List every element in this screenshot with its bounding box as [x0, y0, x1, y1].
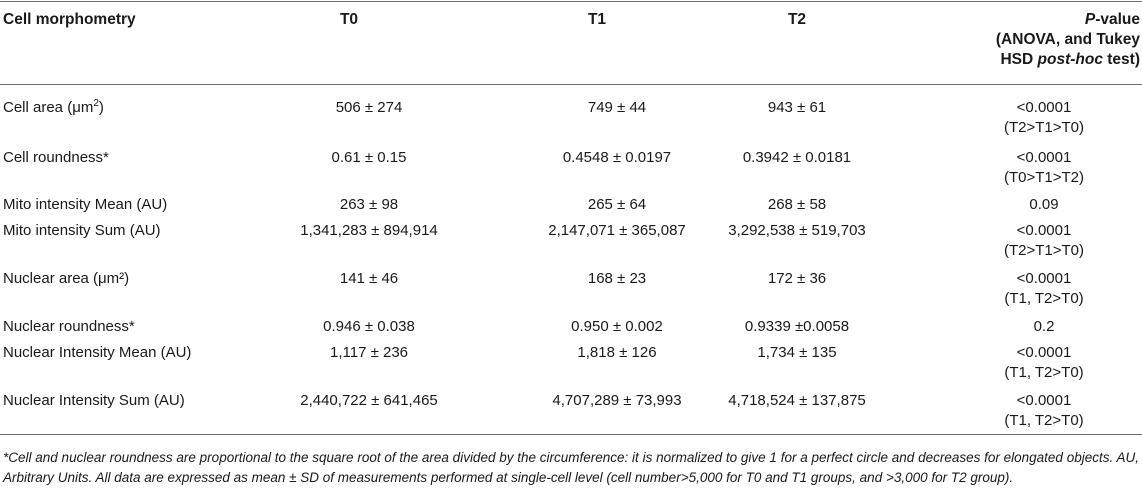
- cell-t2: 1,734 ± 135: [757, 344, 837, 361]
- cell-t1: 168 ± 23: [587, 270, 647, 287]
- cell-t2: 4,718,524 ± 137,875: [728, 392, 866, 409]
- cell-pvalue: <0.0001 (T2>T1>T0): [1003, 99, 1085, 136]
- row-label: Nuclear roundness*: [3, 318, 135, 335]
- cell-t1: 0.4548 ± 0.0197: [562, 149, 672, 166]
- header-cell-morphometry: Cell morphometry: [3, 11, 136, 28]
- cell-pvalue: 0.09: [1029, 196, 1059, 213]
- cell-t2: 0.9339 ±0.0058: [744, 318, 850, 335]
- table-footnote: *Cell and nuclear roundness are proporti…: [3, 450, 1139, 485]
- cell-t1: 1,818 ± 126: [577, 344, 657, 361]
- header-pvalue-line3: HSD post-hoc test): [1000, 51, 1140, 68]
- cell-t1: 265 ± 64: [587, 196, 647, 213]
- header-pvalue-line1: P-value: [1084, 11, 1140, 28]
- header-pvalue-line2: (ANOVA, and Tukey: [995, 31, 1140, 48]
- cell-pvalue: 0.2: [1033, 318, 1055, 335]
- cell-t2: 3,292,538 ± 519,703: [728, 222, 866, 239]
- cell-pvalue: <0.0001 (T0>T1>T2): [1003, 149, 1085, 186]
- cell-t2: 0.3942 ± 0.0181: [742, 149, 852, 166]
- header-t0: T0: [339, 11, 359, 28]
- row-label: Nuclear Intensity Sum (AU): [3, 392, 185, 409]
- cell-pvalue: <0.0001 (T1, T2>T0): [1004, 270, 1084, 307]
- cell-t0: 1,117 ± 236: [329, 344, 409, 361]
- cell-t0: 0.61 ± 0.15: [331, 149, 407, 166]
- row-label: Mito intensity Mean (AU): [3, 196, 168, 213]
- cell-t1: 2,147,071 ± 365,087: [548, 222, 686, 239]
- row-label: Nuclear Intensity Mean (AU): [3, 344, 192, 361]
- table-bottom-rule: [0, 434, 1142, 435]
- cell-t0: 0.946 ± 0.038: [323, 318, 415, 335]
- cell-t0: 1,341,283 ± 894,914: [300, 222, 438, 239]
- header-pvalue: P-value (ANOVA, and Tukey HSD post-hoc t…: [930, 10, 1140, 70]
- row-label: Mito intensity Sum (AU): [3, 222, 161, 239]
- header-t1: T1: [587, 11, 607, 28]
- cell-pvalue: <0.0001 (T1, T2>T0): [1004, 344, 1084, 381]
- cell-t1: 0.950 ± 0.002: [571, 318, 663, 335]
- header-t2: T2: [787, 11, 807, 28]
- cell-pvalue: <0.0001 (T2>T1>T0): [1003, 222, 1085, 259]
- cell-t2: 943 ± 61: [767, 99, 827, 116]
- cell-t0: 263 ± 98: [339, 196, 399, 213]
- cell-pvalue: <0.0001 (T1, T2>T0): [1004, 392, 1084, 429]
- row-label: Cell roundness*: [3, 149, 109, 166]
- cell-t0: 141 ± 46: [339, 270, 399, 287]
- cell-t2: 172 ± 36: [767, 270, 827, 287]
- cell-t2: 268 ± 58: [767, 196, 827, 213]
- cell-t0: 506 ± 274: [335, 99, 403, 116]
- table-top-rule: [0, 1, 1142, 2]
- row-label: Cell area (μm2): [3, 98, 104, 117]
- cell-t0: 2,440,722 ± 641,465: [300, 392, 438, 409]
- cell-t1: 4,707,289 ± 73,993: [552, 392, 682, 409]
- cell-t1: 749 ± 44: [587, 99, 647, 116]
- header-bottom-rule: [0, 84, 1142, 85]
- row-label: Nuclear area (μm²): [3, 270, 130, 287]
